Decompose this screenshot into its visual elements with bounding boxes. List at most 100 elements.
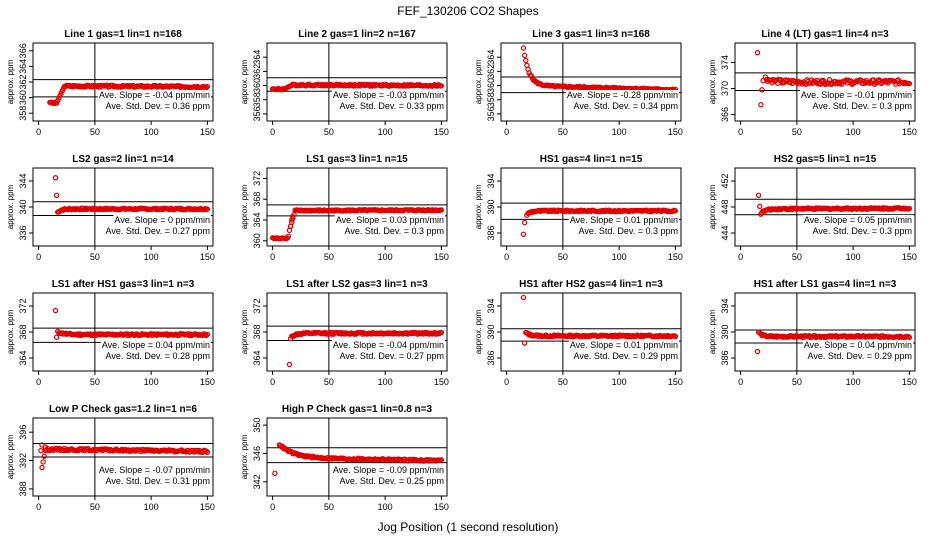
annotation-background xyxy=(104,226,211,236)
y-axis-label: approx. ppm xyxy=(6,59,15,104)
std-dev-annotation: Ave. Std. Dev. = 0.27 ppm xyxy=(340,351,444,361)
data-point xyxy=(204,206,211,212)
data-point xyxy=(906,80,913,87)
std-dev-annotation: Ave. Std. Dev. = 0.27 ppm xyxy=(106,226,210,236)
y-tick-label: 368 xyxy=(252,324,262,339)
annotation-background xyxy=(104,476,211,486)
panel-title: Line 3 gas=1 lin=3 n=168 xyxy=(532,29,650,40)
x-tick-label: 0 xyxy=(36,377,41,387)
x-tick-label: 50 xyxy=(792,252,802,262)
annotation-background xyxy=(338,476,445,486)
y-tick-label: 394 xyxy=(720,298,730,313)
y-tick-label: 394 xyxy=(486,173,496,188)
panel-11: HS1 after HS2 gas=4 lin=1 n=3 0 50 100 150 38… xyxy=(474,279,683,387)
annotation-background xyxy=(104,351,211,361)
data-point xyxy=(52,307,59,314)
x-tick-label: 0 xyxy=(36,252,41,262)
panel-9: LS1 after HS1 gas=3 lin=1 n=3 0 50 100 150 36… xyxy=(6,279,215,387)
slope-annotation: Ave. Slope = -0.07 ppm/min xyxy=(99,465,210,475)
data-point xyxy=(672,333,679,340)
std-dev-annotation: Ave. Std. Dev. = 0.29 ppm xyxy=(574,351,678,361)
y-axis-label: approx. ppm xyxy=(6,309,15,354)
figure-xlabel: Jog Position (1 second resolution) xyxy=(378,520,559,534)
y-axis-label: approx. ppm xyxy=(240,309,249,354)
y-tick-label: 386 xyxy=(486,225,496,240)
data-point xyxy=(906,205,913,212)
x-tick-label: 150 xyxy=(902,377,917,387)
plot-frame xyxy=(500,42,682,122)
y-axis-label: approx. ppm xyxy=(240,59,249,104)
slope-annotation: Ave. Slope = 0 ppm/min xyxy=(114,215,210,225)
plot-frame xyxy=(266,42,448,122)
data-point xyxy=(820,77,826,84)
slope-annotation: Ave. Slope = 0.03 ppm/min xyxy=(336,215,444,225)
x-tick-label: 0 xyxy=(738,252,743,262)
y-tick-label: 364 xyxy=(252,350,262,365)
data-point xyxy=(438,329,445,336)
y-axis-label: approx. ppm xyxy=(240,434,249,479)
x-tick-label: 0 xyxy=(738,377,743,387)
y-tick-label: 374 xyxy=(720,55,730,70)
annotation-background xyxy=(802,340,913,350)
data-point xyxy=(287,223,294,229)
x-tick-label: 100 xyxy=(378,502,393,512)
x-tick-label: 50 xyxy=(324,252,334,262)
x-tick-label: 100 xyxy=(612,377,627,387)
slope-annotation: Ave. Slope = -0.01 ppm/min xyxy=(801,90,912,100)
y-axis-label: approx. ppm xyxy=(708,59,717,104)
y-axis-label: approx. ppm xyxy=(240,184,249,229)
panel-title: LS1 after HS1 gas=3 lin=1 n=3 xyxy=(52,279,195,290)
annotation-background xyxy=(331,340,445,350)
y-tick-label: 360 xyxy=(18,90,28,105)
data-point xyxy=(521,52,528,59)
annotation-background xyxy=(799,90,913,100)
annotation-background xyxy=(572,101,679,111)
annotation-background xyxy=(568,215,679,225)
data-series xyxy=(272,442,445,477)
panel-10: LS1 after LS2 gas=3 lin=1 n=3 0 50 100 150 36… xyxy=(240,279,449,387)
y-tick-label: 386 xyxy=(486,350,496,365)
x-tick-label: 100 xyxy=(144,127,159,137)
y-tick-label: 370 xyxy=(720,81,730,96)
slope-annotation: Ave. Slope = -0.04 ppm/min xyxy=(99,90,210,100)
x-tick-label: 100 xyxy=(378,127,393,137)
data-point xyxy=(290,214,296,220)
y-axis-label: approx. ppm xyxy=(6,434,15,479)
y-tick-label: 372 xyxy=(252,171,262,186)
x-tick-label: 150 xyxy=(434,502,449,512)
data-point xyxy=(204,449,211,456)
data-point xyxy=(287,335,294,342)
data-series xyxy=(520,207,679,237)
x-tick-label: 50 xyxy=(324,127,334,137)
data-point xyxy=(286,361,293,368)
std-dev-annotation: Ave. Std. Dev. = 0.36 ppm xyxy=(106,101,210,111)
y-tick-label: 364 xyxy=(252,212,262,227)
x-tick-label: 0 xyxy=(36,127,41,137)
data-series xyxy=(755,192,913,217)
data-series xyxy=(520,45,679,93)
data-series xyxy=(38,442,211,471)
slope-annotation: Ave. Slope = 0.04 ppm/min xyxy=(804,340,912,350)
x-tick-label: 50 xyxy=(792,377,802,387)
panel-title: Line 1 gas=1 lin=1 n=168 xyxy=(64,29,182,40)
panel-title: HS2 gas=5 lin=1 n=15 xyxy=(774,154,877,165)
std-dev-annotation: Ave. Std. Dev. = 0.29 ppm xyxy=(808,351,912,361)
y-tick-label: 336 xyxy=(18,225,28,240)
y-tick-label: 396 xyxy=(18,425,28,440)
data-point xyxy=(520,231,527,237)
x-tick-label: 0 xyxy=(738,127,743,137)
annotation-background xyxy=(113,215,211,225)
y-tick-label: 392 xyxy=(18,453,28,468)
y-axis-label: approx. ppm xyxy=(708,184,717,229)
y-tick-label: 362 xyxy=(252,64,262,79)
std-dev-annotation: Ave. Std. Dev. = 0.28 ppm xyxy=(106,351,210,361)
data-point xyxy=(760,77,766,84)
data-point xyxy=(53,334,60,340)
x-tick-label: 50 xyxy=(90,127,100,137)
y-tick-label: 360 xyxy=(486,78,496,93)
data-point xyxy=(520,294,527,301)
x-tick-label: 100 xyxy=(144,252,159,262)
y-axis-label: approx. ppm xyxy=(474,184,483,229)
